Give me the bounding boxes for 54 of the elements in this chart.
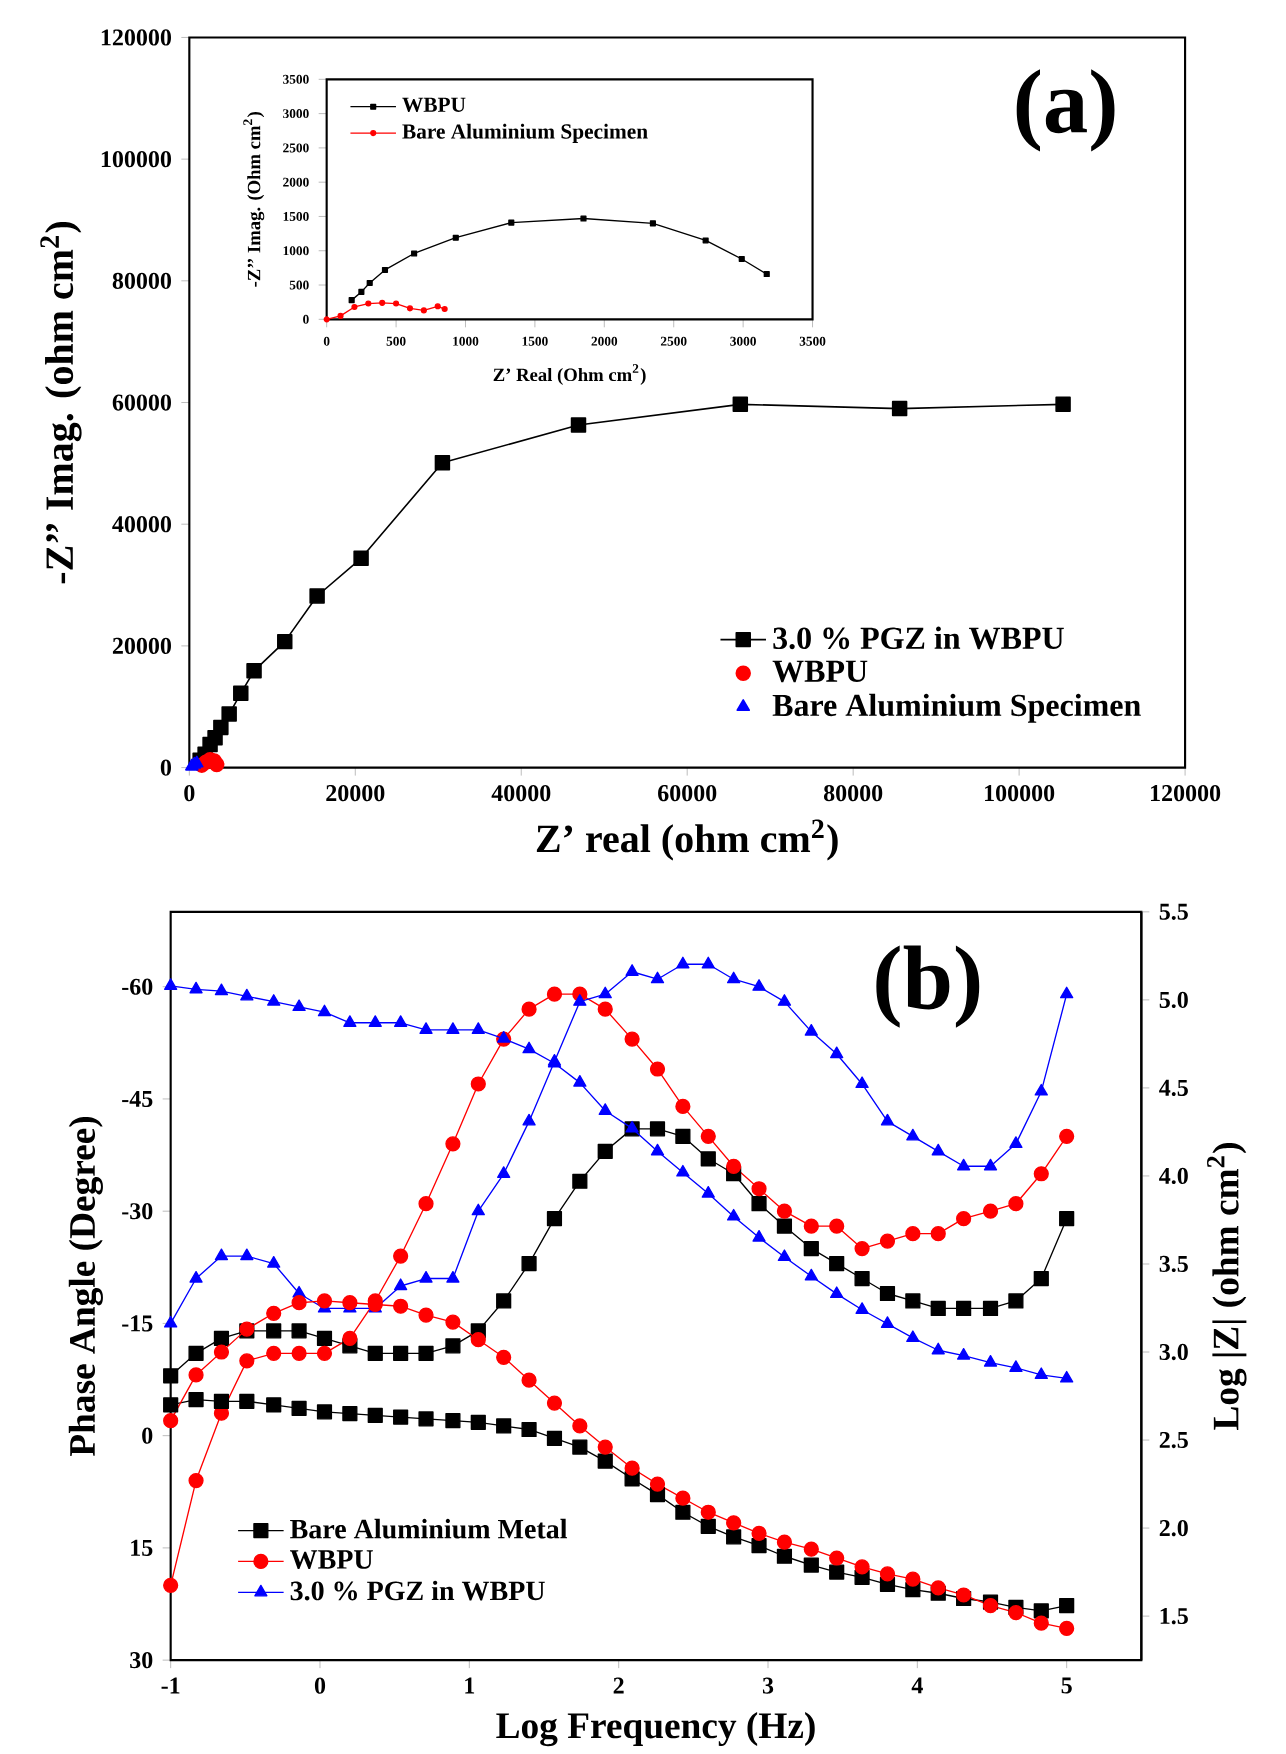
legend-label: WBPU [772, 660, 868, 683]
x-tick-label: 2 [613, 1677, 624, 1694]
y2-axis-title: Log |Z| (ohm cm$^{2}$) [1207, 1143, 1247, 1430]
x-tick-label: 60000 [658, 784, 717, 802]
legend-label: Bare Aluminium Specimen [772, 693, 1141, 723]
x-tick-label: 80000 [823, 784, 883, 802]
y-axis-title: -Z’’ Imag. (Ohm cm$^{2}$) [243, 112, 265, 287]
y-tick-label: -60 [122, 978, 153, 995]
x-tick-label: 3 [762, 1677, 774, 1694]
legend-label: 3.0 % PGZ in WBPU [290, 1580, 545, 1601]
annotation: (b) [876, 945, 980, 1028]
y2-tick-label: 2.5 [1159, 1431, 1188, 1449]
y-tick-label: 120000 [101, 29, 171, 46]
x-tick-label: 0 [314, 1677, 326, 1694]
y-tick-label: -45 [122, 1090, 153, 1107]
x-axis-title: Log Frequency (Hz) [496, 1712, 815, 1747]
y2-tick-label: 5.0 [1159, 991, 1188, 1009]
y2-tick-label: 3.0 [1159, 1343, 1188, 1361]
y-tick-label: -30 [122, 1203, 153, 1220]
y2-tick-label: 5.5 [1159, 903, 1188, 920]
y-tick-label: 15 [131, 1539, 153, 1556]
y2-tick-label: 1.5 [1160, 1608, 1188, 1625]
x-tick-label: 100000 [985, 784, 1055, 802]
x-tick-label: 4 [911, 1677, 923, 1694]
legend-label: WBPU [402, 97, 466, 113]
annotation: (a) [1016, 69, 1115, 152]
y-tick-label: -15 [122, 1315, 153, 1332]
y-tick-label: 60000 [112, 394, 171, 411]
x-axis-title: Z’ Real (Ohm cm$^{2}$) [493, 364, 646, 385]
x-tick-label: -1 [161, 1677, 180, 1694]
x-tick-label: 1 [465, 1677, 475, 1694]
y-tick-label: 20000 [112, 637, 171, 655]
legend-label: Bare Aluminium Specimen [402, 123, 648, 144]
x-tick-label: 0 [184, 784, 195, 802]
x-axis-title: Z’ real (ohm cm$^{2}$) [536, 819, 838, 861]
y-tick-label: 100000 [101, 151, 171, 168]
x-tick-label: 40000 [491, 784, 551, 802]
x-tick-label: 20000 [326, 784, 385, 802]
y-tick-label: 80000 [112, 272, 171, 289]
legend-label: WBPU [290, 1550, 373, 1570]
legend-label: Bare Aluminium Metal [290, 1518, 568, 1539]
legend-label: 3.0 % PGZ in WBPU [773, 626, 1064, 650]
y-tick-label: 0 [142, 1427, 153, 1444]
y-tick-label: 40000 [112, 516, 171, 533]
x-tick-label: 5 [1061, 1677, 1072, 1694]
y2-tick-label: 3.5 [1159, 1255, 1188, 1273]
y2-tick-label: 4.5 [1159, 1079, 1188, 1096]
y-axis-title: Phase Angle (Degree) [68, 1116, 103, 1457]
y-axis-title: -Z’’ Imag. (ohm cm$^{2}$) [40, 222, 82, 584]
y2-tick-label: 2.0 [1159, 1519, 1188, 1537]
y-tick-label: 0 [160, 759, 171, 776]
y2-tick-label: 4.0 [1159, 1167, 1188, 1185]
y-tick-label: 30 [130, 1652, 153, 1669]
x-tick-label: 120000 [1151, 784, 1221, 802]
